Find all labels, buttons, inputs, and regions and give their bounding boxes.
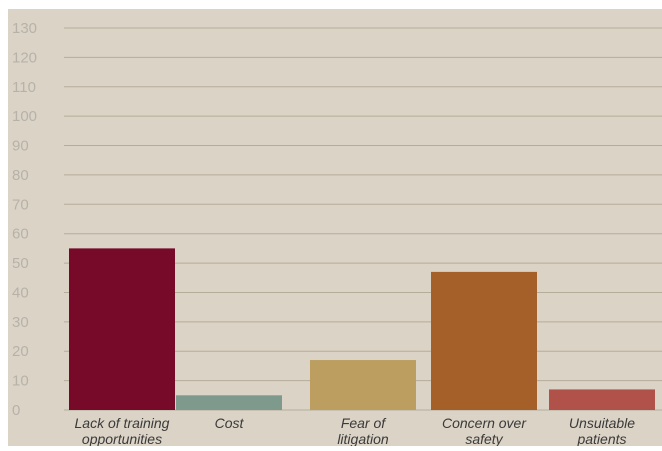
- y-axis-tick-labels: 0 10 20 30 40 50 60 70 80 90 100 110 120 130: [12, 20, 37, 419]
- bar-3: [431, 271, 537, 410]
- y-tick-label-40: 40: [12, 284, 29, 301]
- y-tick-label-30: 30: [12, 314, 29, 331]
- bar-4: [549, 389, 655, 410]
- y-tick-label-50: 50: [12, 255, 29, 272]
- y-tick-label-60: 60: [12, 226, 29, 243]
- bar-2: [310, 360, 416, 410]
- bar-0: [69, 248, 175, 410]
- x-category-label-2-line-1: litigation: [337, 431, 389, 446]
- x-category-label-0-line-1: opportunities: [82, 431, 162, 446]
- y-tick-label-100: 100: [12, 108, 37, 125]
- y-tick-label-120: 120: [12, 49, 37, 66]
- y-tick-label-80: 80: [12, 167, 29, 184]
- y-tick-label-0: 0: [12, 402, 20, 419]
- y-tick-label-90: 90: [12, 138, 29, 155]
- y-tick-label-110: 110: [12, 79, 36, 96]
- bars: [69, 248, 655, 410]
- x-category-label-3-line-1: safety: [465, 431, 503, 446]
- y-tick-label-20: 20: [12, 343, 29, 360]
- y-tick-label-130: 130: [12, 20, 37, 37]
- x-category-label-4-line-0: Unsuitable: [569, 415, 635, 431]
- y-tick-label-10: 10: [12, 373, 29, 390]
- x-category-label-1-line-0: Cost: [215, 415, 245, 431]
- x-category-label-3-line-0: Concern over: [442, 415, 527, 431]
- x-category-label-0-line-0: Lack of training: [75, 415, 170, 431]
- bar-1: [176, 395, 282, 410]
- y-tick-label-70: 70: [12, 196, 29, 213]
- x-category-label-4-line-1: patients: [576, 431, 626, 446]
- x-category-label-2-line-0: Fear of: [341, 415, 387, 431]
